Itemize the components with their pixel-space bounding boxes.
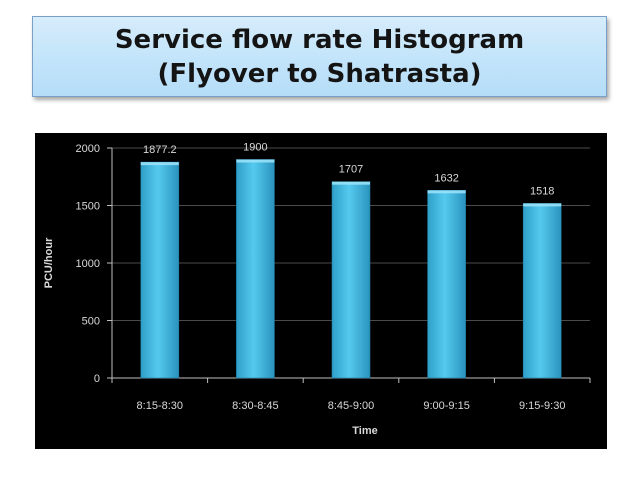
bar-highlight-4: [523, 203, 562, 207]
y-tick-label: 0: [94, 373, 100, 385]
bar-9:15-9:30: [522, 203, 562, 379]
y-tick-label: 500: [82, 316, 100, 328]
slide-title-box: Service flow rate Histogram (Flyover to …: [32, 16, 607, 97]
bar-highlight-1: [236, 159, 275, 163]
bar-highlight-0: [140, 162, 179, 166]
data-label: 1877.2: [143, 144, 177, 156]
bar-highlight-2: [332, 181, 370, 185]
bar-9:00-9:15: [427, 190, 466, 379]
x-tick-label: 9:00-9:15: [423, 400, 469, 412]
chart-area: 0 500 1000 1500 2000 1877.2 8:15-8:30 1900 8:30-…: [35, 133, 607, 449]
x-tick-label: 8:15-8:30: [137, 400, 183, 412]
data-label: 1518: [530, 185, 554, 197]
slide-title-line-1: Service flow rate Histogram: [114, 24, 525, 55]
bar-8:45-9:00: [331, 181, 371, 379]
x-tick-label: 8:45-9:00: [328, 400, 374, 412]
y-tick-label: 1500: [76, 201, 100, 213]
y-axis-title: PCU/hour: [43, 237, 55, 288]
data-label: 1707: [339, 164, 363, 176]
bar-highlight-3: [427, 190, 466, 194]
bar-8:15-8:30: [140, 161, 180, 379]
bar-chart: 0 500 1000 1500 2000 1877.2 8:15-8:30 1900 8:30-…: [43, 142, 591, 437]
x-axis-title: Time: [352, 425, 377, 437]
slide-title-line-2: (Flyover to Shatrasta): [157, 58, 482, 89]
y-tick-label: 1000: [76, 258, 100, 270]
y-tick-label: 2000: [76, 143, 100, 155]
data-label: 1900: [243, 142, 267, 154]
x-tick-label: 8:30-8:45: [232, 400, 278, 412]
data-label: 1632: [434, 172, 458, 184]
x-tick-label: 9:15-9:30: [519, 400, 565, 412]
bar-8:30-8:45: [236, 159, 275, 379]
